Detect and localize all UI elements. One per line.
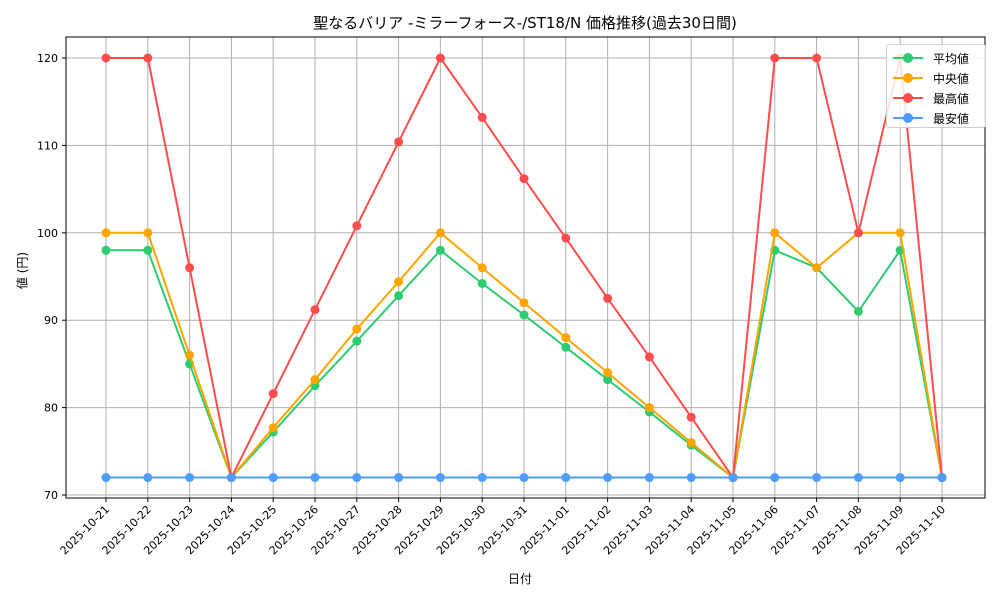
data-point xyxy=(644,403,654,413)
data-point xyxy=(853,306,863,316)
data-point xyxy=(770,53,780,63)
legend-label-min: 最安値 xyxy=(933,112,970,126)
data-point xyxy=(352,324,362,334)
data-point xyxy=(101,228,111,238)
data-point xyxy=(770,228,780,238)
legend-item-median: 中央値 xyxy=(887,68,985,88)
data-point xyxy=(435,473,445,483)
data-point xyxy=(101,53,111,63)
data-point xyxy=(728,473,738,483)
data-point xyxy=(561,473,571,483)
legend-marker-icon xyxy=(903,73,913,83)
legend-item-average: 平均値 xyxy=(887,48,985,68)
data-point xyxy=(477,473,487,483)
data-point xyxy=(185,473,195,483)
data-point xyxy=(143,228,153,238)
data-point xyxy=(143,245,153,255)
data-point xyxy=(519,310,529,320)
data-point xyxy=(310,305,320,315)
chart-legend: 平均値 中央値 最高値 最安値 xyxy=(886,44,986,128)
data-point xyxy=(644,473,654,483)
data-point xyxy=(519,298,529,308)
data-point xyxy=(937,473,947,483)
data-point xyxy=(853,228,863,238)
data-point xyxy=(561,333,571,343)
data-point xyxy=(226,473,236,483)
data-point xyxy=(101,473,111,483)
data-point xyxy=(394,137,404,147)
y-tick-label: 90 xyxy=(44,314,58,327)
legend-label-average: 平均値 xyxy=(933,52,970,66)
data-point xyxy=(268,473,278,483)
data-point xyxy=(812,53,822,63)
data-point xyxy=(561,342,571,352)
data-point xyxy=(686,438,696,448)
data-point xyxy=(352,336,362,346)
data-point xyxy=(477,263,487,273)
data-point xyxy=(185,263,195,273)
data-point xyxy=(101,245,111,255)
data-point xyxy=(603,473,613,483)
data-point xyxy=(143,473,153,483)
data-point xyxy=(268,389,278,399)
data-point xyxy=(603,368,613,378)
data-point xyxy=(352,473,362,483)
data-point xyxy=(435,228,445,238)
y-axis-label: 値 (円) xyxy=(15,251,30,290)
data-point xyxy=(603,293,613,303)
data-point xyxy=(686,473,696,483)
y-tick-label: 110 xyxy=(37,139,58,152)
legend-label-median: 中央値 xyxy=(933,72,970,86)
data-point xyxy=(770,473,780,483)
data-point xyxy=(812,473,822,483)
data-point xyxy=(895,473,905,483)
y-tick-label: 70 xyxy=(44,489,58,502)
legend-label-max: 最高値 xyxy=(933,92,970,106)
data-point xyxy=(519,174,529,184)
data-point xyxy=(435,245,445,255)
legend-item-max: 最高値 xyxy=(887,88,985,108)
y-tick-label: 100 xyxy=(37,227,58,240)
data-point xyxy=(394,277,404,287)
legend-item-min: 最安値 xyxy=(887,108,985,128)
data-point xyxy=(185,350,195,360)
data-point xyxy=(853,473,863,483)
chart-title: 聖なるバリア -ミラーフォース-/ST18/N 価格推移(過去30日間) xyxy=(313,14,737,32)
data-point xyxy=(477,112,487,122)
data-point xyxy=(352,221,362,231)
data-point xyxy=(895,228,905,238)
plot-frame xyxy=(65,36,986,499)
x-axis-label: 日付 xyxy=(507,572,532,586)
data-point xyxy=(394,473,404,483)
data-point xyxy=(644,352,654,362)
data-point xyxy=(561,233,571,243)
legend-marker-icon xyxy=(903,53,913,63)
data-point xyxy=(603,375,613,385)
data-point xyxy=(519,473,529,483)
data-point xyxy=(143,53,153,63)
data-point xyxy=(310,473,320,483)
data-point xyxy=(812,263,822,273)
legend-marker-icon xyxy=(903,113,913,123)
y-tick-label: 120 xyxy=(37,52,58,65)
data-point xyxy=(310,375,320,385)
data-point xyxy=(686,412,696,422)
y-tick-label: 80 xyxy=(44,402,58,415)
data-point xyxy=(394,291,404,301)
data-point xyxy=(435,53,445,63)
data-point xyxy=(268,423,278,433)
data-point xyxy=(477,278,487,288)
legend-marker-icon xyxy=(903,93,913,103)
